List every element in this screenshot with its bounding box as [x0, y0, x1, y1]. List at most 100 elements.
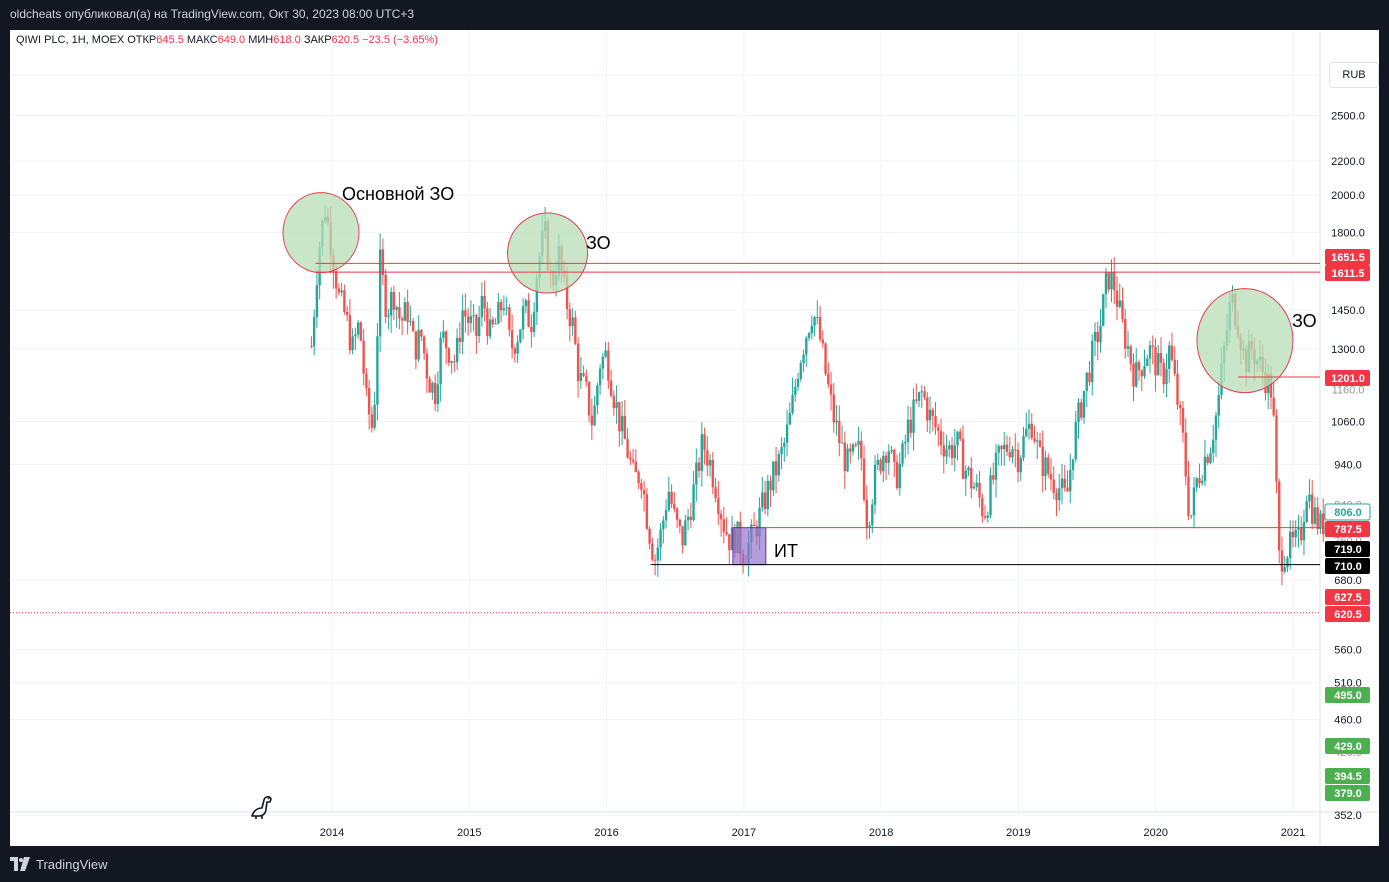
- publisher-header: oldcheats опубликовал(а) на TradingView.…: [0, 0, 1389, 30]
- candle-body: [365, 373, 368, 388]
- candle-body: [486, 308, 489, 337]
- candle-body: [601, 356, 605, 369]
- candle-body: [1022, 435, 1025, 458]
- candle-body: [1110, 272, 1113, 290]
- candle-body: [488, 319, 492, 337]
- candle-body: [1124, 318, 1127, 349]
- price-badge: 719.0: [1325, 541, 1370, 557]
- dino-icon[interactable]: [248, 792, 276, 820]
- candle-body: [1140, 370, 1143, 377]
- candle-body: [763, 492, 767, 510]
- candle-body: [904, 441, 907, 444]
- candle-body: [689, 516, 693, 520]
- candle-body: [417, 329, 420, 360]
- candle-body: [972, 486, 976, 489]
- candle-body: [1168, 345, 1171, 369]
- price-badge-label: 394.5: [1334, 771, 1362, 783]
- candle-body: [1132, 363, 1135, 387]
- price-badge: 394.5: [1325, 768, 1370, 784]
- candle-body: [675, 508, 679, 520]
- candle-body: [711, 459, 715, 488]
- candle-body: [1135, 362, 1138, 387]
- candle-body: [604, 350, 607, 357]
- candle-body: [425, 353, 429, 379]
- candle-body: [1143, 366, 1146, 377]
- candle-body: [464, 310, 467, 317]
- candle-body: [777, 454, 781, 476]
- candle-body: [1154, 346, 1157, 376]
- candle-body: [1041, 446, 1044, 477]
- candle-body: [447, 348, 451, 363]
- candle-body: [934, 415, 937, 428]
- candle-body: [530, 326, 533, 332]
- candle-body: [519, 329, 522, 343]
- candle-body: [579, 373, 583, 381]
- candle-body: [378, 249, 382, 337]
- candle-body: [1066, 487, 1069, 492]
- candle-body: [598, 368, 602, 386]
- candle-body: [719, 513, 723, 520]
- candle-body: [1060, 478, 1064, 489]
- price-tick-label: 1060.0: [1331, 417, 1365, 429]
- candle-body: [920, 391, 923, 393]
- candle-body: [865, 499, 868, 528]
- candle-body: [444, 331, 448, 349]
- candle-body: [791, 394, 794, 413]
- candle-body: [835, 420, 838, 423]
- candle-body: [862, 458, 866, 500]
- legend-symbol: QIWI PLC, 1H, MOEX: [16, 34, 125, 46]
- annotation-main-zone: Основной ЗО: [342, 184, 455, 204]
- price-tick-label: 2000.0: [1331, 190, 1365, 202]
- candle-body: [1283, 567, 1286, 572]
- candle-body: [871, 504, 874, 526]
- candle-body: [964, 470, 967, 479]
- price-chart[interactable]: 2800.02500.02200.02000.01800.01450.01300…: [10, 30, 1379, 846]
- candle-body: [439, 337, 442, 385]
- price-badge-bg: [1325, 606, 1370, 622]
- candle-body: [499, 302, 503, 311]
- candle-body: [337, 288, 341, 293]
- currency-button[interactable]: RUB: [1329, 62, 1379, 88]
- candle-body: [1126, 346, 1130, 349]
- candle-body: [1033, 437, 1036, 442]
- candle-body: [1129, 346, 1132, 364]
- price-tick-label: 1800.0: [1331, 228, 1365, 240]
- candle-body: [596, 385, 599, 406]
- candle-body: [915, 399, 918, 401]
- candle-body: [1088, 372, 1091, 383]
- candle-body: [1297, 527, 1300, 530]
- candle-body: [422, 336, 426, 354]
- price-badge-label: 495.0: [1334, 690, 1362, 702]
- chart-panel[interactable]: 2800.02500.02200.02000.01800.01450.01300…: [10, 30, 1379, 846]
- price-tick-label: 560.0: [1334, 644, 1362, 656]
- tradingview-logo[interactable]: TradingView: [10, 855, 108, 873]
- candle-body: [893, 449, 896, 462]
- time-tick-label: 2017: [732, 827, 756, 839]
- time-tick-label: 2021: [1281, 827, 1305, 839]
- candle-body: [989, 475, 992, 516]
- candle-body: [565, 276, 569, 310]
- candle-body: [1289, 531, 1292, 559]
- price-badge-bg: [1325, 589, 1370, 605]
- candle-body: [849, 448, 852, 452]
- candle-body: [832, 394, 835, 423]
- candle-body: [615, 402, 618, 408]
- candle-body: [945, 449, 948, 457]
- candle-body: [376, 336, 379, 405]
- candle-body: [959, 431, 962, 440]
- candle-body: [1104, 272, 1108, 295]
- zone-3-circle: [1196, 288, 1294, 394]
- candle-body: [1184, 432, 1187, 477]
- candle-body: [1016, 449, 1020, 473]
- candle-body: [1198, 478, 1201, 484]
- price-badge-bg: [1325, 265, 1370, 281]
- candle-body: [395, 307, 398, 310]
- candle-body: [926, 397, 929, 421]
- price-badge: 710.0: [1325, 558, 1370, 574]
- candle-body: [783, 442, 786, 448]
- candle-body: [1080, 402, 1083, 418]
- candle-body: [860, 440, 863, 459]
- candle-body: [961, 439, 965, 479]
- candle-body: [794, 386, 797, 395]
- tradingview-logo-icon: [10, 857, 30, 871]
